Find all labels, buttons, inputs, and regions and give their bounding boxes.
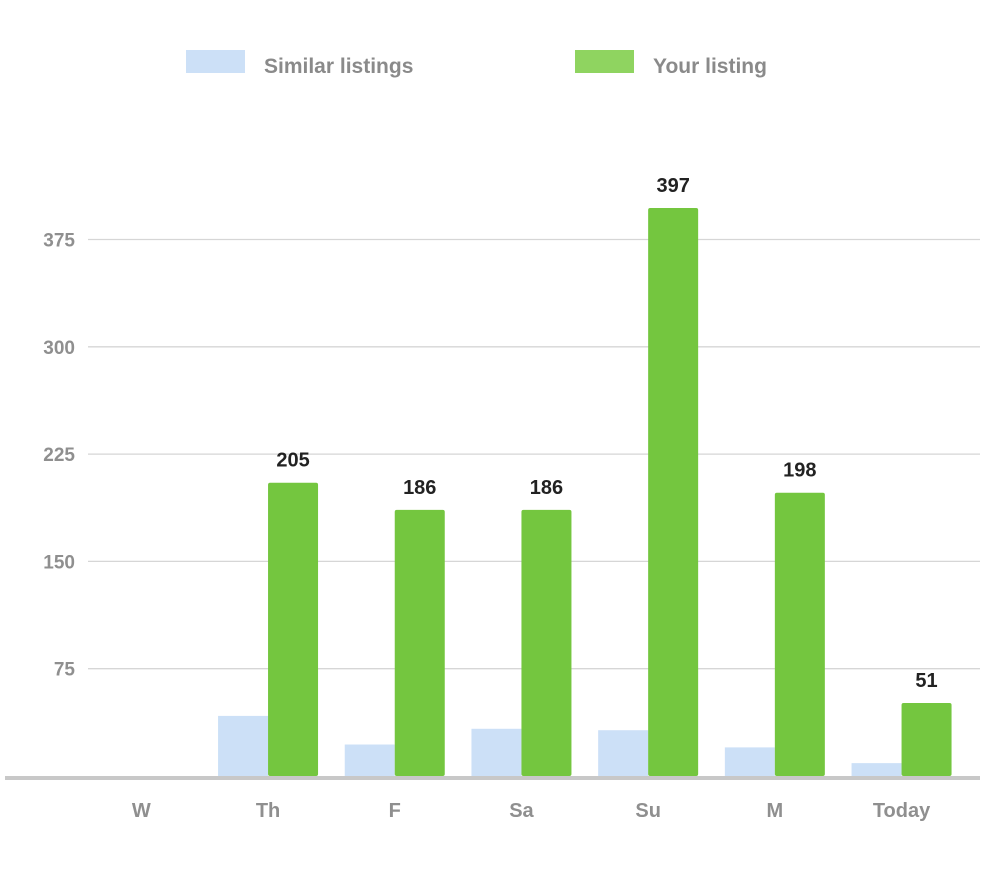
y-tick-label-75: 75 xyxy=(54,660,76,681)
y-tick-label-375: 375 xyxy=(43,230,75,251)
x-tick-label-today: Today xyxy=(873,800,931,822)
bar-yours-f xyxy=(394,509,445,776)
bar-yours-th xyxy=(268,482,319,776)
x-tick-label-su: Su xyxy=(635,800,661,822)
bar-yours-su xyxy=(648,208,699,777)
bar-similar-m xyxy=(724,747,775,776)
data-label-m: 198 xyxy=(783,460,816,482)
x-tick-label-th: Th xyxy=(256,800,280,822)
y-tick-label-225: 225 xyxy=(43,445,75,466)
bar-yours-m xyxy=(774,492,825,776)
x-tick-label-sa: Sa xyxy=(509,800,534,822)
data-label-today: 51 xyxy=(915,670,937,692)
bar-similar-th xyxy=(218,715,269,776)
data-label-th: 205 xyxy=(276,450,309,472)
bar-similar-f xyxy=(344,744,395,776)
legend-similar-swatch xyxy=(186,50,245,73)
bar-yours-today xyxy=(901,703,952,776)
bar-yours-sa xyxy=(521,509,572,776)
x-tick-label-f: F xyxy=(389,800,401,822)
bar-similar-today xyxy=(851,763,902,776)
y-tick-label-300: 300 xyxy=(43,338,75,359)
x-tick-label-w: W xyxy=(132,800,151,822)
data-label-su: 397 xyxy=(656,175,689,197)
bar-similar-sa xyxy=(471,728,522,776)
y-tick-label-150: 150 xyxy=(43,552,75,573)
legend-similar-label: Similar listings xyxy=(264,55,413,78)
x-tick-label-m: M xyxy=(767,800,784,822)
data-label-sa: 186 xyxy=(530,477,563,499)
bar-similar-su xyxy=(598,730,649,776)
legend-yours-label: Your listing xyxy=(653,55,767,78)
data-label-f: 186 xyxy=(403,477,436,499)
legend-yours-swatch xyxy=(575,50,634,73)
x-axis-baseline xyxy=(5,776,980,780)
